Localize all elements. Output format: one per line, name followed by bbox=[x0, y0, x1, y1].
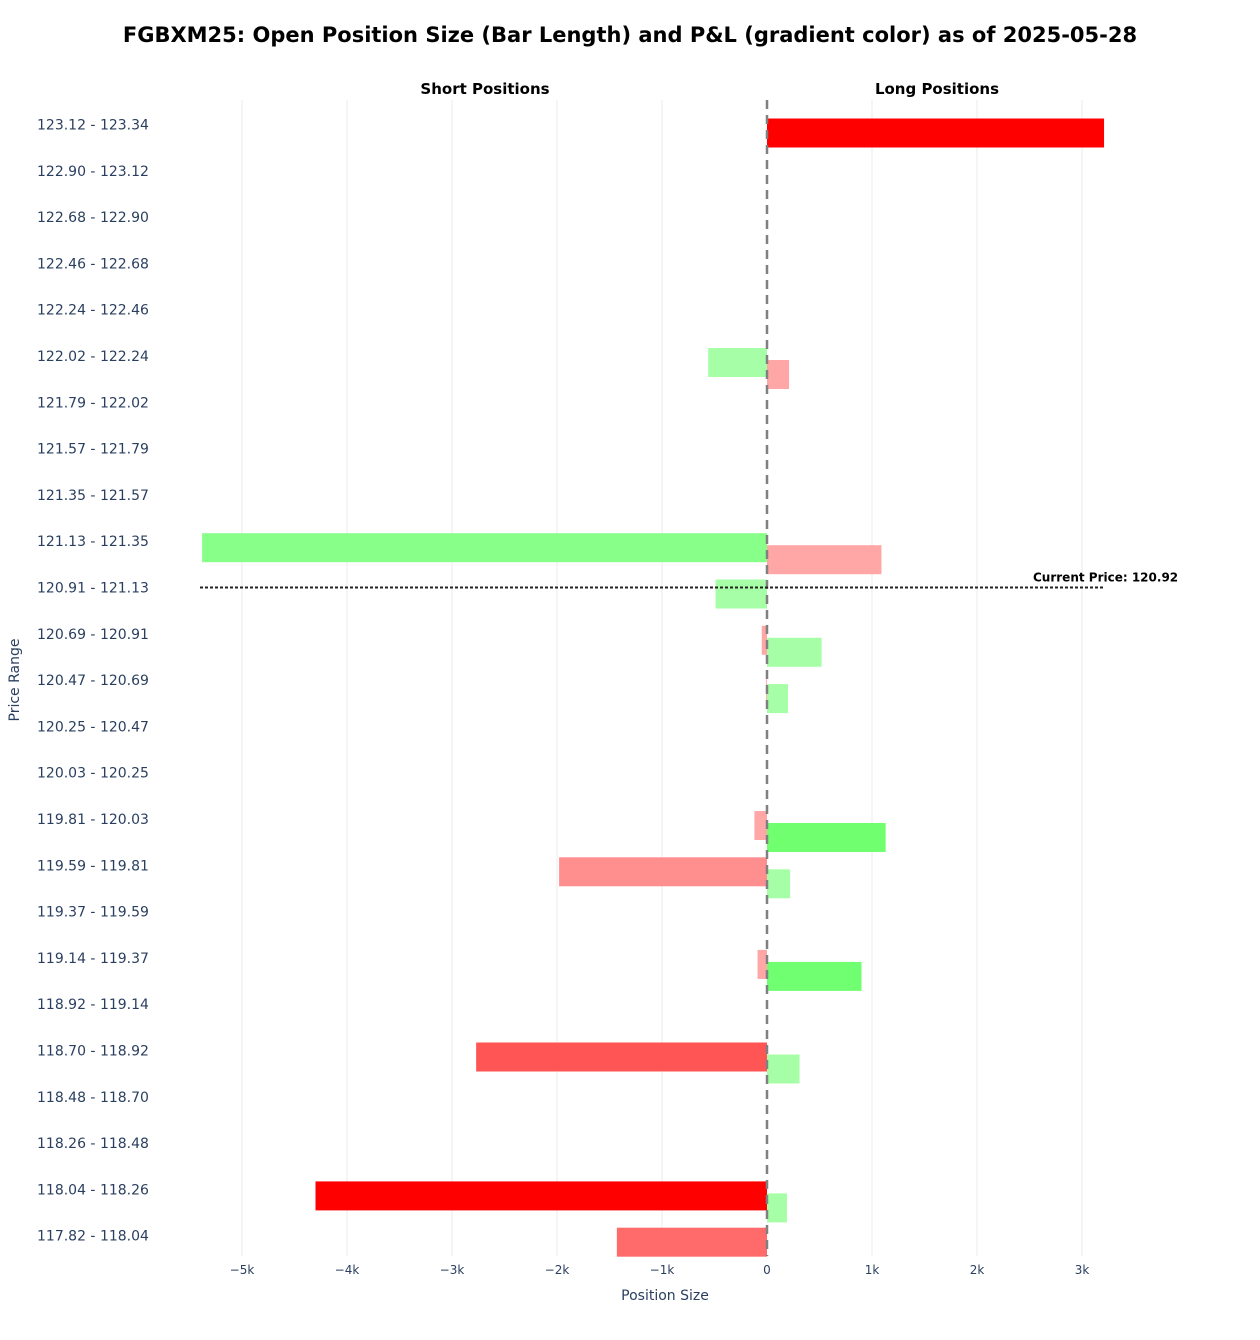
x-tick-label: 2k bbox=[970, 1263, 985, 1277]
bar-short bbox=[476, 1042, 767, 1072]
y-tick-label: 122.02 - 122.24 bbox=[37, 349, 149, 365]
bar-long bbox=[767, 545, 882, 575]
bar-short bbox=[315, 1181, 767, 1211]
y-tick-label: 120.91 - 121.13 bbox=[37, 581, 149, 597]
x-tick-label: −3k bbox=[440, 1263, 465, 1277]
y-tick-label: 122.24 - 122.46 bbox=[37, 303, 149, 319]
bars bbox=[202, 118, 1105, 1257]
y-tick-label: 121.57 - 121.79 bbox=[37, 442, 149, 458]
bar-long bbox=[767, 961, 862, 991]
y-tick-label: 122.46 - 122.68 bbox=[37, 256, 149, 272]
y-tick-label: 118.04 - 118.26 bbox=[37, 1182, 149, 1198]
y-tick-label: 122.90 - 123.12 bbox=[37, 164, 149, 180]
x-axis-title: Position Size bbox=[621, 1288, 709, 1304]
y-tick-label: 119.59 - 119.81 bbox=[37, 858, 149, 874]
bar-short bbox=[616, 1227, 767, 1257]
x-tick-label: −2k bbox=[545, 1263, 570, 1277]
bar-short bbox=[559, 857, 767, 887]
x-tick-label: −5k bbox=[230, 1263, 255, 1277]
chart-title: FGBXM25: Open Position Size (Bar Length)… bbox=[123, 23, 1137, 47]
y-tick-label: 121.79 - 122.02 bbox=[37, 395, 149, 411]
y-tick-label: 117.82 - 118.04 bbox=[37, 1229, 149, 1245]
y-tick-label: 120.47 - 120.69 bbox=[37, 673, 149, 689]
bar-long bbox=[767, 118, 1105, 148]
y-tick-label: 120.03 - 120.25 bbox=[37, 766, 149, 782]
y-tick-label: 121.13 - 121.35 bbox=[37, 534, 149, 550]
bar-short bbox=[754, 811, 767, 840]
y-tick-label: 121.35 - 121.57 bbox=[37, 488, 149, 504]
y-tick-label: 118.48 - 118.70 bbox=[37, 1090, 149, 1106]
y-tick-label: 119.14 - 119.37 bbox=[37, 951, 149, 967]
y-tick-label: 119.81 - 120.03 bbox=[37, 812, 149, 828]
bar-short bbox=[202, 533, 768, 563]
x-axis-ticks: −5k −4k −3k −2k −1k 0 1k 2k 3k bbox=[230, 1263, 1090, 1277]
current-price-label: Current Price: 120.92 bbox=[1033, 571, 1178, 585]
bar-long bbox=[767, 869, 791, 899]
bar-short bbox=[757, 949, 767, 979]
y-tick-label: 123.12 - 123.34 bbox=[37, 118, 149, 134]
y-tick-label: 118.26 - 118.48 bbox=[37, 1136, 149, 1152]
y-tick-label: 119.37 - 119.59 bbox=[37, 905, 149, 921]
bar-short bbox=[761, 625, 767, 655]
bar-long bbox=[767, 637, 822, 667]
grid-lines bbox=[241, 100, 1083, 1256]
bar-long bbox=[767, 684, 788, 714]
y-tick-label: 120.69 - 120.91 bbox=[37, 627, 149, 643]
x-tick-label: 1k bbox=[865, 1263, 880, 1277]
bar-short bbox=[715, 579, 767, 609]
y-tick-label: 122.68 - 122.90 bbox=[37, 210, 149, 226]
bar-long bbox=[767, 1193, 787, 1223]
long-positions-label: Long Positions bbox=[875, 80, 999, 98]
x-tick-label: 0 bbox=[763, 1263, 771, 1277]
y-axis-labels: 123.12 - 123.34 122.90 - 123.12 122.68 - 1… bbox=[37, 118, 149, 1245]
bar-short bbox=[708, 348, 767, 377]
y-tick-label: 118.92 - 119.14 bbox=[37, 997, 149, 1013]
y-tick-label: 118.70 - 118.92 bbox=[37, 1044, 149, 1060]
x-tick-label: −4k bbox=[335, 1263, 360, 1277]
bar-long bbox=[767, 1054, 800, 1084]
x-tick-label: 3k bbox=[1075, 1263, 1090, 1277]
bar-long bbox=[767, 360, 790, 389]
y-tick-label: 120.25 - 120.47 bbox=[37, 719, 149, 735]
bar-long bbox=[767, 823, 886, 852]
x-tick-label: −1k bbox=[650, 1263, 675, 1277]
current-price-layer: Current Price: 120.92 bbox=[200, 571, 1178, 589]
y-axis-title: Price Range bbox=[7, 639, 23, 722]
short-positions-label: Short Positions bbox=[420, 80, 549, 98]
